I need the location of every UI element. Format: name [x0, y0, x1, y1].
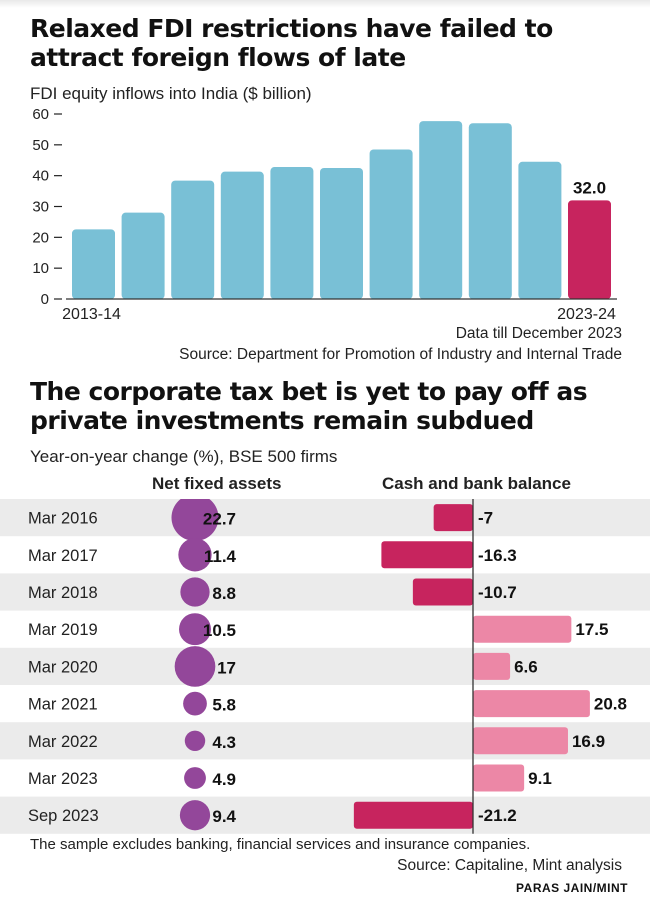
row-label: Mar 2023	[28, 770, 98, 788]
table-row-shade	[0, 573, 650, 611]
net-fixed-assets-bubble	[184, 767, 206, 789]
cash-balance-bar-negative	[412, 578, 473, 606]
cropped-top-edge	[0, 0, 650, 8]
net-fixed-assets-value: 10.5	[203, 621, 236, 640]
net-fixed-assets-bubble	[180, 577, 210, 607]
cash-balance-value: 17.5	[575, 620, 608, 639]
net-fixed-assets-bubble	[171, 499, 219, 542]
sample-footnote: The sample excludes banking, financial s…	[30, 836, 531, 853]
tax-bubble-bar-chart: Mar 2016 22.7 -7 Mar 2017 11.4 -16.3 Mar 2018 8…	[0, 499, 650, 834]
row-label: Mar 2016	[28, 510, 98, 528]
fdi-bar	[568, 200, 611, 299]
net-fixed-assets-value: 8.8	[212, 584, 236, 603]
net-fixed-assets-bubble	[178, 538, 212, 572]
net-fixed-assets-bubble	[183, 691, 207, 716]
cash-balance-value: -10.7	[478, 583, 517, 602]
net-fixed-assets-header: Net fixed assets	[152, 474, 282, 493]
cash-balance-bar-positive	[473, 652, 511, 680]
cash-balance-bar-positive	[473, 615, 572, 643]
fdi-source-note: Source: Department for Promotion of Indu…	[179, 346, 622, 363]
net-fixed-assets-value: 9.4	[212, 807, 236, 826]
tax-chart-title: The corporate tax bet is yet to pay off …	[30, 377, 588, 435]
net-fixed-assets-value: 22.7	[203, 510, 236, 529]
y-tick-label: 60	[32, 106, 49, 123]
cash-balance-bar-positive	[473, 690, 590, 718]
net-fixed-assets-bubble	[179, 800, 211, 831]
cash-balance-bar-negative	[433, 504, 473, 532]
row-label: Mar 2017	[28, 547, 98, 565]
cash-balance-value: 16.9	[572, 732, 605, 751]
row-label: Mar 2022	[28, 733, 98, 751]
y-tick-label: 10	[32, 260, 49, 277]
x-tick-label-first: 2013-14	[62, 306, 121, 323]
net-fixed-assets-bubble	[174, 646, 216, 687]
cash-balance-bar-positive	[473, 727, 568, 755]
net-fixed-assets-value: 5.8	[212, 696, 236, 715]
table-row-shade	[0, 796, 650, 834]
net-fixed-assets-value: 4.9	[212, 770, 236, 789]
cash-balance-value: -16.3	[478, 546, 517, 565]
fdi-bar	[518, 161, 562, 299]
fdi-bar	[220, 171, 264, 299]
fdi-bar	[72, 229, 115, 299]
row-label: Sep 2023	[28, 807, 99, 825]
cash-balance-bar-positive	[473, 764, 525, 792]
y-tick-label: 0	[41, 291, 49, 308]
net-fixed-assets-bubble	[179, 613, 211, 646]
x-tick-label-last: 2023-24	[557, 306, 616, 323]
fdi-bar	[369, 149, 413, 299]
cash-balance-value: 6.6	[514, 657, 538, 676]
cash-balance-bar-negative	[381, 541, 473, 569]
y-tick-label: 40	[32, 168, 49, 185]
fdi-bar	[121, 212, 165, 299]
cash-balance-value: 9.1	[528, 769, 552, 788]
cash-balance-value: -7	[478, 509, 493, 528]
tax-chart-subtitle: Year-on-year change (%), BSE 500 firms	[30, 447, 338, 466]
fdi-chart-subtitle: FDI equity inflows into India ($ billion…	[30, 84, 312, 103]
cash-balance-value: -21.2	[478, 806, 517, 825]
cash-balance-bar-negative	[353, 801, 473, 829]
tax-source-note: Source: Capitaline, Mint analysis	[397, 857, 622, 874]
net-fixed-assets-value: 17	[217, 658, 236, 677]
row-label: Mar 2019	[28, 621, 98, 639]
fdi-bar	[468, 123, 512, 299]
fdi-highlight-label: 32.0	[573, 178, 606, 197]
row-label: Mar 2018	[28, 584, 98, 602]
y-tick-label: 30	[32, 199, 49, 216]
cash-balance-value: 20.8	[594, 695, 627, 714]
fdi-bar	[270, 167, 314, 299]
fdi-bar	[320, 167, 363, 299]
table-row-shade	[0, 647, 650, 685]
cash-bank-balance-header: Cash and bank balance	[382, 474, 571, 493]
fdi-data-note: Data till December 2023	[455, 325, 622, 342]
net-fixed-assets-value: 4.3	[212, 733, 236, 752]
fdi-bar	[419, 121, 463, 299]
net-fixed-assets-value: 11.4	[204, 547, 237, 566]
y-tick-label: 20	[32, 229, 49, 246]
fdi-chart-title: Relaxed FDI restrictions have failed to …	[30, 14, 553, 72]
net-fixed-assets-bubble	[184, 730, 206, 752]
row-label: Mar 2020	[28, 658, 98, 676]
table-row-shade	[0, 499, 650, 537]
fdi-bar	[171, 180, 215, 299]
row-label: Mar 2021	[28, 696, 98, 714]
y-tick-label: 50	[32, 137, 49, 154]
fdi-bar-chart: 0 10 20 30 40 50 60 32.0 2013-14 2023-24	[32, 106, 617, 323]
graphic-credit: PARAS JAIN/MINT	[516, 881, 628, 895]
